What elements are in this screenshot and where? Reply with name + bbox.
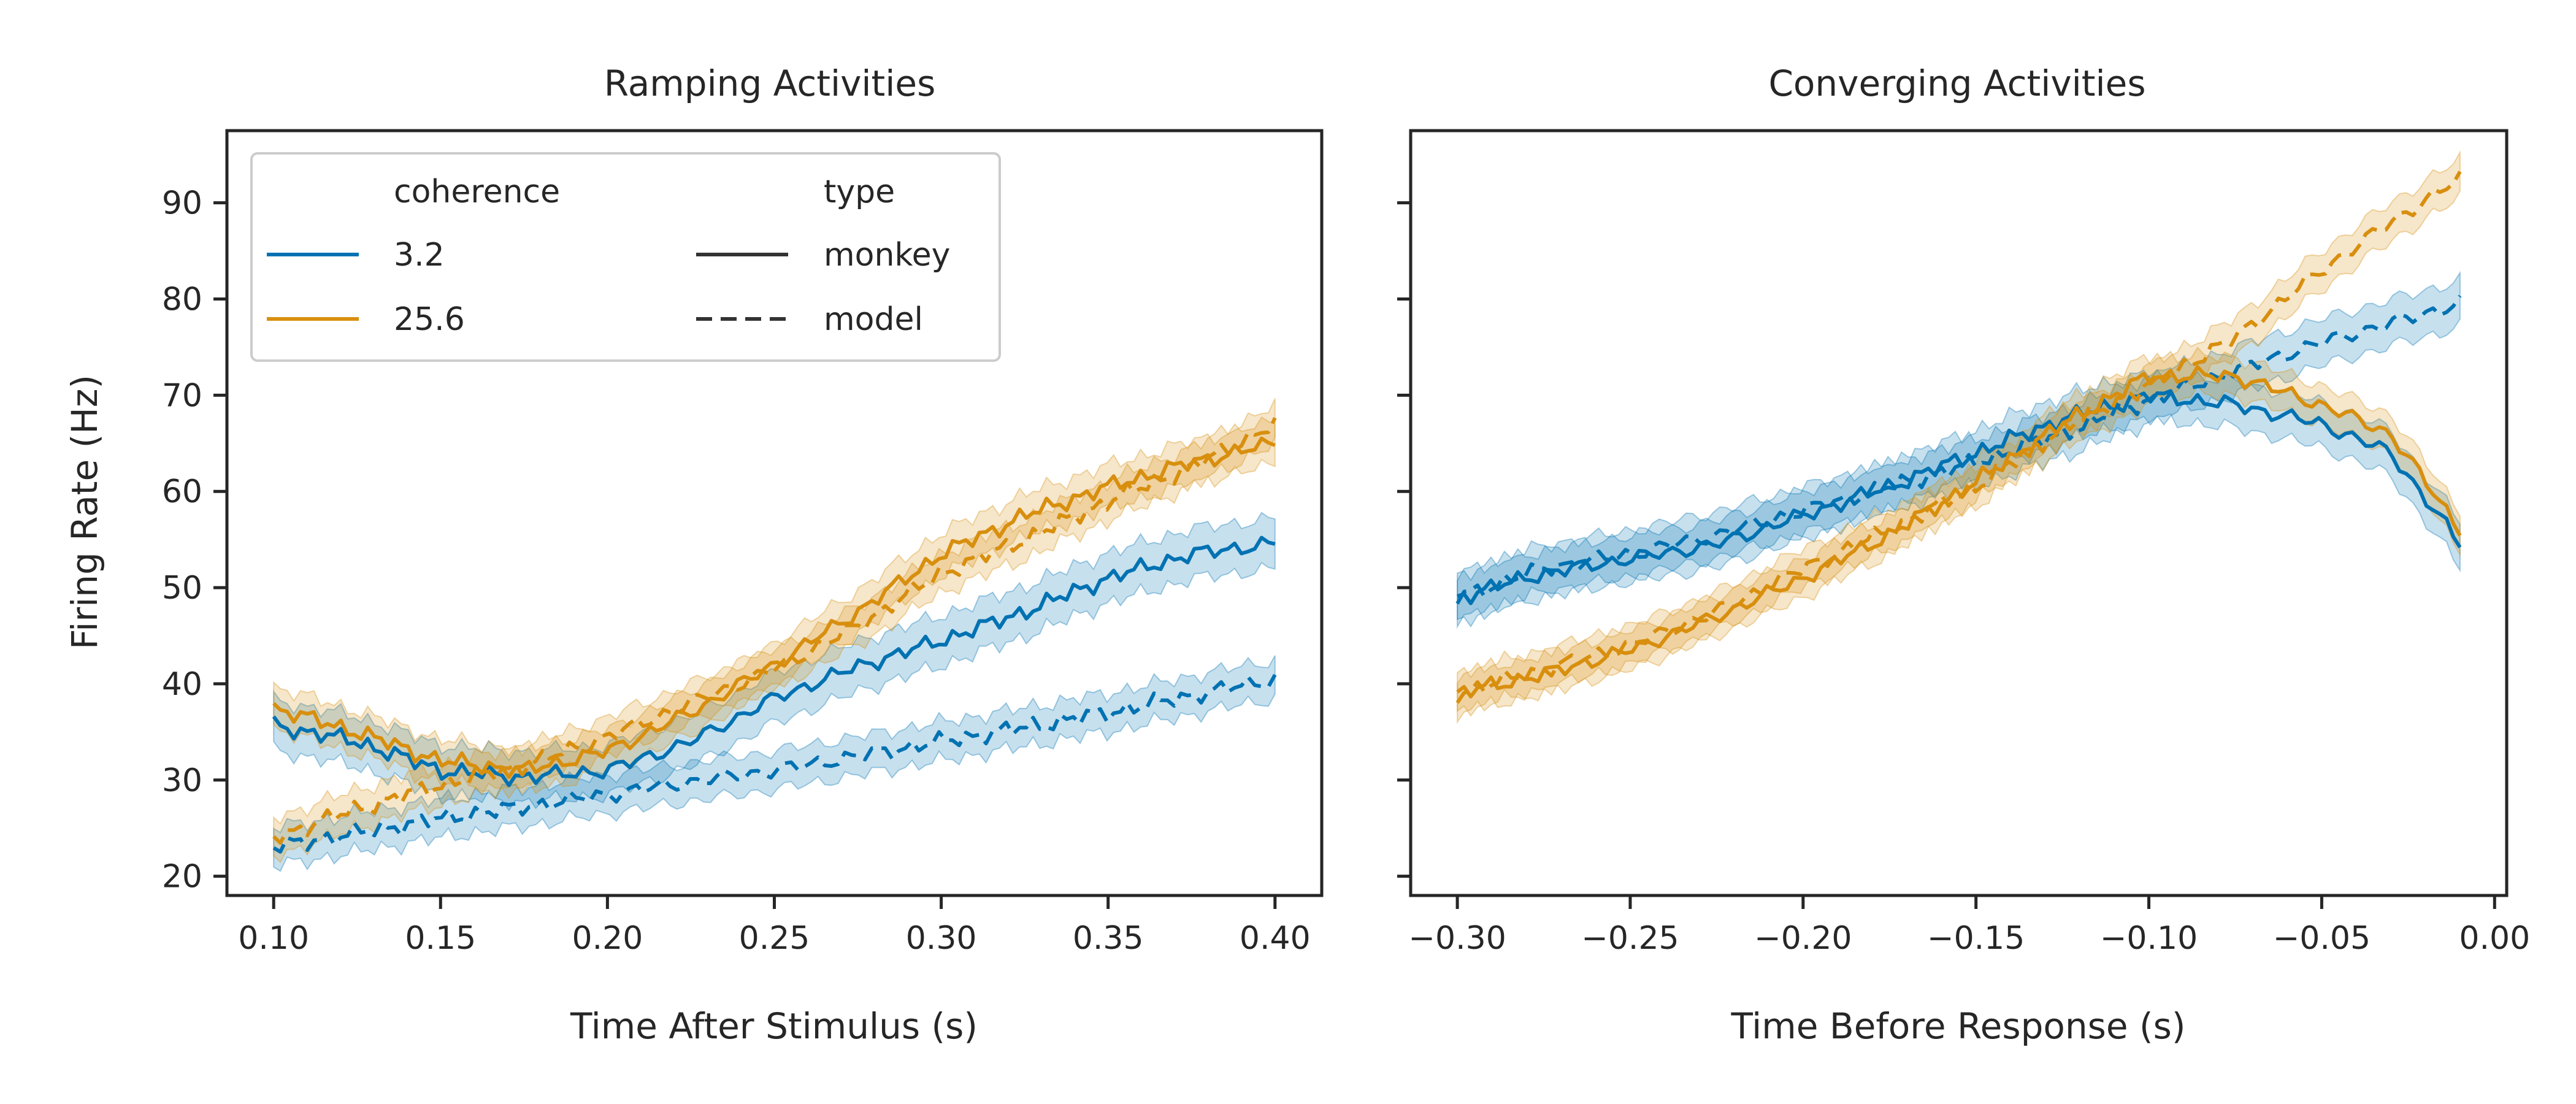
x-tick-label: 0.30 (906, 920, 977, 957)
x-tick-label: 0.25 (739, 920, 810, 957)
x-tick-label: −0.20 (1754, 920, 1852, 957)
y-tick-label: 80 (162, 281, 202, 318)
series-lines (272, 416, 1277, 854)
series-line-3-2-model (1455, 294, 2462, 605)
series-line-3-2-monkey (1457, 389, 2462, 605)
y-tick-label: 30 (162, 762, 202, 799)
legend-coherence-title: coherence (394, 174, 560, 210)
series-line-3-2-model (272, 673, 1277, 854)
x-ticks-ramping: 0.10 0.15 0.20 0.25 0.30 0.35 0.40 (238, 895, 1311, 957)
x-axis-title-converging: Time Before Response (s) (1731, 1005, 2186, 1047)
panel-ramping: Ramping Activities 0.10 0.15 0.20 0.25 0.30 0… (64, 63, 1324, 1047)
legend-type-title: type (824, 174, 895, 210)
panel-converging: Converging Activities −0.30 −0.25 −0.20 −0.… (1397, 63, 2530, 1047)
x-tick-label: −0.25 (1581, 920, 1679, 957)
x-tick-label: −0.15 (1927, 920, 2025, 957)
legend-item-3-2: 3.2 (394, 237, 445, 274)
axes-frame-converging (1409, 129, 2509, 897)
x-tick-label: 0.00 (2459, 920, 2530, 957)
x-tick-label: 0.40 (1240, 920, 1311, 957)
x-tick-label: −0.05 (2273, 920, 2371, 957)
y-tick-label: 60 (162, 473, 202, 510)
panel-title-converging: Converging Activities (1768, 63, 2145, 104)
x-axis-title-ramping: Time After Stimulus (s) (570, 1005, 978, 1047)
y-tick-label: 90 (162, 185, 202, 222)
series-line-25-6-monkey (272, 436, 1276, 780)
legend-item-25-6: 25.6 (394, 301, 465, 338)
x-tick-label: 0.15 (405, 920, 476, 957)
y-ticks-converging (1397, 201, 1411, 878)
x-tick-label: 0.10 (238, 920, 309, 957)
legend-item-monkey: monkey (824, 237, 950, 274)
y-ticks-ramping: 20 30 40 50 60 70 80 90 (162, 185, 227, 895)
plot-area-ramping (272, 398, 1277, 872)
y-tick-label: 70 (162, 377, 202, 414)
y-tick-label: 50 (162, 570, 202, 607)
y-tick-label: 20 (162, 859, 202, 895)
series-line-3-2-monkey (272, 535, 1276, 788)
y-tick-label: 40 (162, 666, 202, 703)
x-tick-label: 0.35 (1073, 920, 1144, 957)
ci-band-3-2-monkey (273, 512, 1276, 811)
ci-bands (273, 398, 1276, 872)
x-ticks-converging: −0.30 −0.25 −0.20 −0.15 −0.10 −0.05 0.00 (1408, 895, 2530, 957)
legend: coherence 3.2 25.6 type monkey model (250, 152, 1001, 362)
series-line-25-6-model (272, 416, 1277, 845)
legend-item-model: model (824, 301, 923, 338)
x-tick-label: 0.20 (572, 920, 643, 957)
x-tick-label: −0.10 (2100, 920, 2198, 957)
panel-title-ramping: Ramping Activities (604, 63, 936, 104)
series-line-25-6-monkey (1456, 365, 2462, 699)
ci-band-3-2-model (1457, 270, 2461, 629)
y-axis-title: Firing Rate (Hz) (64, 375, 105, 650)
legend-frame (250, 152, 1001, 362)
ci-band-3-2-monkey (1457, 367, 2461, 628)
x-tick-label: −0.30 (1408, 920, 1506, 957)
series-lines (1455, 171, 2462, 704)
series-line-25-6-model (1455, 171, 2462, 704)
plot-area-converging (1455, 150, 2462, 724)
ci-band-3-2-model (273, 655, 1276, 872)
ci-band-25-6-monkey (1457, 347, 2461, 717)
